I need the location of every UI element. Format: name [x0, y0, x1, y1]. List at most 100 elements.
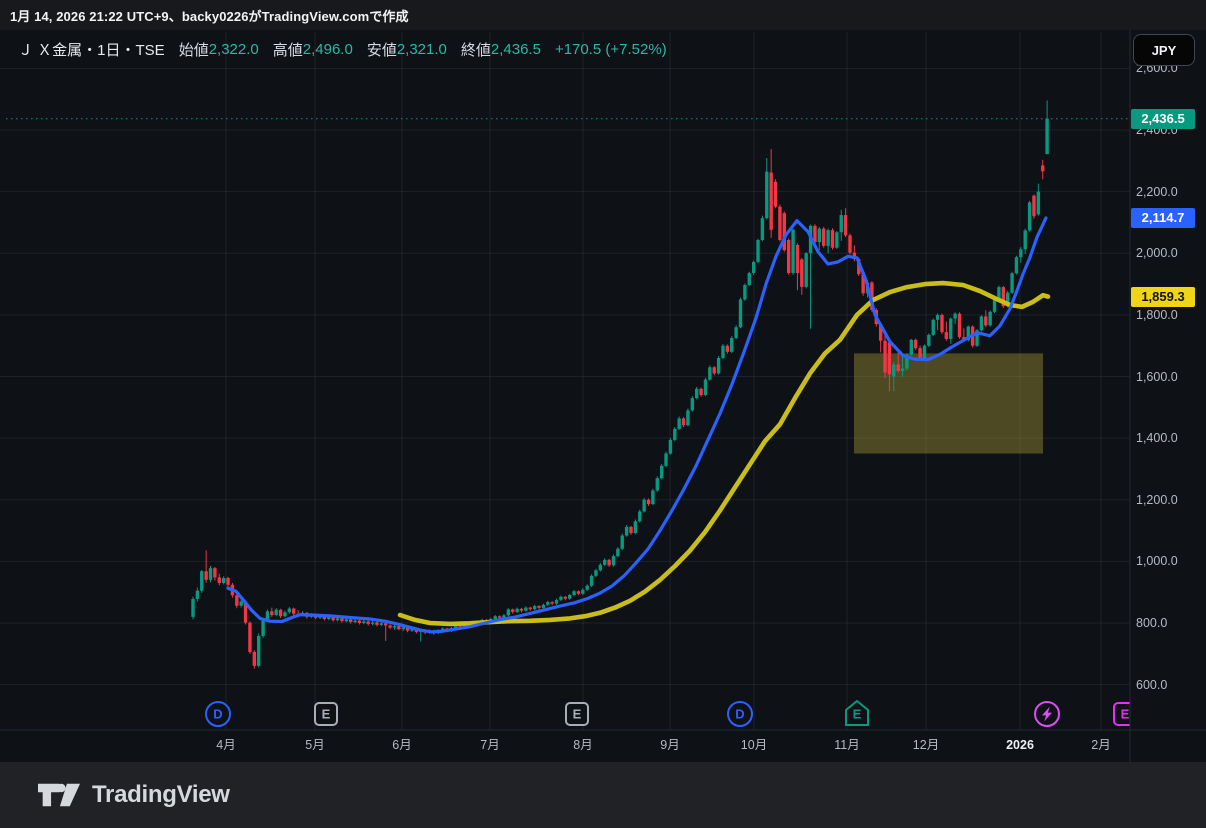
candle-body [944, 332, 949, 339]
candle-body [957, 313, 962, 338]
candle-body [721, 345, 725, 359]
low-value: 安値 2,321.0 [366, 40, 447, 59]
month-label: 5月 [305, 738, 324, 752]
candle-body [546, 602, 550, 605]
close-value: 終値 2,436.5 [460, 40, 541, 59]
candle-body [743, 284, 747, 300]
candle-body [327, 617, 331, 619]
candle-body [804, 253, 808, 287]
candle-body [607, 559, 611, 566]
candle-body [1027, 202, 1032, 231]
open-value: 始値 2,322.0 [178, 40, 259, 59]
candle-body [497, 616, 502, 618]
price-axis[interactable]: 2,600.0 2,400.0 2,200.0 2,000.0 1,800.0 1,600… [1130, 30, 1206, 730]
candle-body [217, 577, 221, 583]
candle-body [1023, 230, 1027, 250]
candle-body [195, 590, 200, 599]
currency-toggle-button[interactable]: JPY [1133, 34, 1195, 66]
candle-body [528, 607, 532, 610]
candle-body [502, 615, 506, 618]
svg-text:E: E [853, 707, 862, 722]
candle-body [909, 339, 914, 355]
candle-body [335, 618, 340, 621]
earnings-marker-icon[interactable]: E [314, 702, 338, 726]
candle-body [537, 606, 541, 608]
candle-body [896, 364, 900, 371]
ma-fast-blue [226, 216, 1048, 634]
candle-body [200, 571, 204, 591]
candle-body [1045, 118, 1049, 155]
dividend-marker-icon[interactable]: D [727, 701, 753, 727]
chart-legend: Ｊ Ｘ金属・1日・TSE 始値 2,322.0 高値 2,496.0 安値 2,321… [18, 38, 667, 60]
candle-body [857, 259, 861, 275]
candle-body [830, 230, 835, 248]
earnings-upcoming-marker-icon[interactable]: E [845, 699, 869, 726]
candle-body [283, 612, 287, 617]
candle-body [594, 570, 598, 576]
last-price-label: 2,436.5 [1131, 108, 1195, 129]
tradingview-logo-icon[interactable] [38, 780, 80, 810]
candle-body [927, 334, 931, 346]
candle-body [686, 410, 690, 426]
candle-body [629, 526, 633, 534]
candle-body [638, 511, 642, 522]
price-tick-label: 1,800.0 [1136, 307, 1178, 322]
candle-body [589, 575, 594, 586]
candle-body [585, 585, 589, 590]
candle-body [870, 282, 874, 310]
candle-body [883, 340, 887, 373]
candle-body [949, 318, 953, 339]
highlight-box-drawing[interactable] [854, 353, 1043, 454]
candle-body [1019, 249, 1023, 258]
candle-body [795, 244, 800, 273]
candle-body [362, 621, 366, 623]
candle-body [708, 367, 712, 380]
candle-body [655, 478, 659, 491]
earnings-marker-icon[interactable]: E [1113, 702, 1136, 726]
candle-body [1041, 165, 1045, 172]
price-tick-label: 2,200.0 [1136, 184, 1178, 199]
candle-body [659, 465, 664, 479]
candle-body [620, 535, 624, 549]
dividend-marker-icon[interactable]: D [205, 701, 231, 727]
month-label: 9月 [660, 738, 679, 752]
candle-body [835, 232, 839, 248]
candle-body [646, 499, 651, 505]
candle-body [1014, 257, 1019, 274]
candle-body [392, 626, 397, 628]
candle-body [624, 526, 629, 536]
candle-body [331, 617, 335, 621]
candle-body [567, 594, 572, 599]
candle-body [611, 556, 616, 566]
symbol-title[interactable]: Ｊ Ｘ金属・1日・TSE [18, 41, 165, 59]
candle-body [384, 623, 388, 626]
flash-event-marker-icon[interactable] [1034, 701, 1060, 727]
candle-body [519, 608, 524, 611]
candle-body [1036, 191, 1041, 215]
tradingview-wordmark[interactable]: TradingView [92, 781, 230, 808]
month-label: 2月 [1091, 738, 1110, 752]
candle-body [905, 354, 909, 369]
earnings-marker-icon[interactable]: E [565, 702, 589, 726]
candle-body [221, 578, 226, 583]
candle-body [493, 616, 497, 619]
price-tick-label: 2,000.0 [1136, 246, 1178, 261]
candle-body [975, 330, 979, 346]
candle-body [782, 213, 786, 251]
candle-body [651, 490, 655, 505]
candle-body [813, 225, 817, 243]
month-label: 8月 [573, 738, 592, 752]
candle-body [984, 316, 988, 326]
month-label: 10月 [741, 738, 767, 752]
candle-body [1010, 273, 1014, 293]
candle-body [751, 261, 756, 273]
svg-text:E: E [573, 707, 582, 722]
candle-body [887, 342, 892, 375]
candle-body [734, 327, 738, 338]
candle-body [581, 589, 585, 594]
attribution-bar: 1月 14, 2026 21:22 UTC+9、backy0226がTradin… [0, 0, 1206, 30]
candle-body [914, 339, 918, 349]
